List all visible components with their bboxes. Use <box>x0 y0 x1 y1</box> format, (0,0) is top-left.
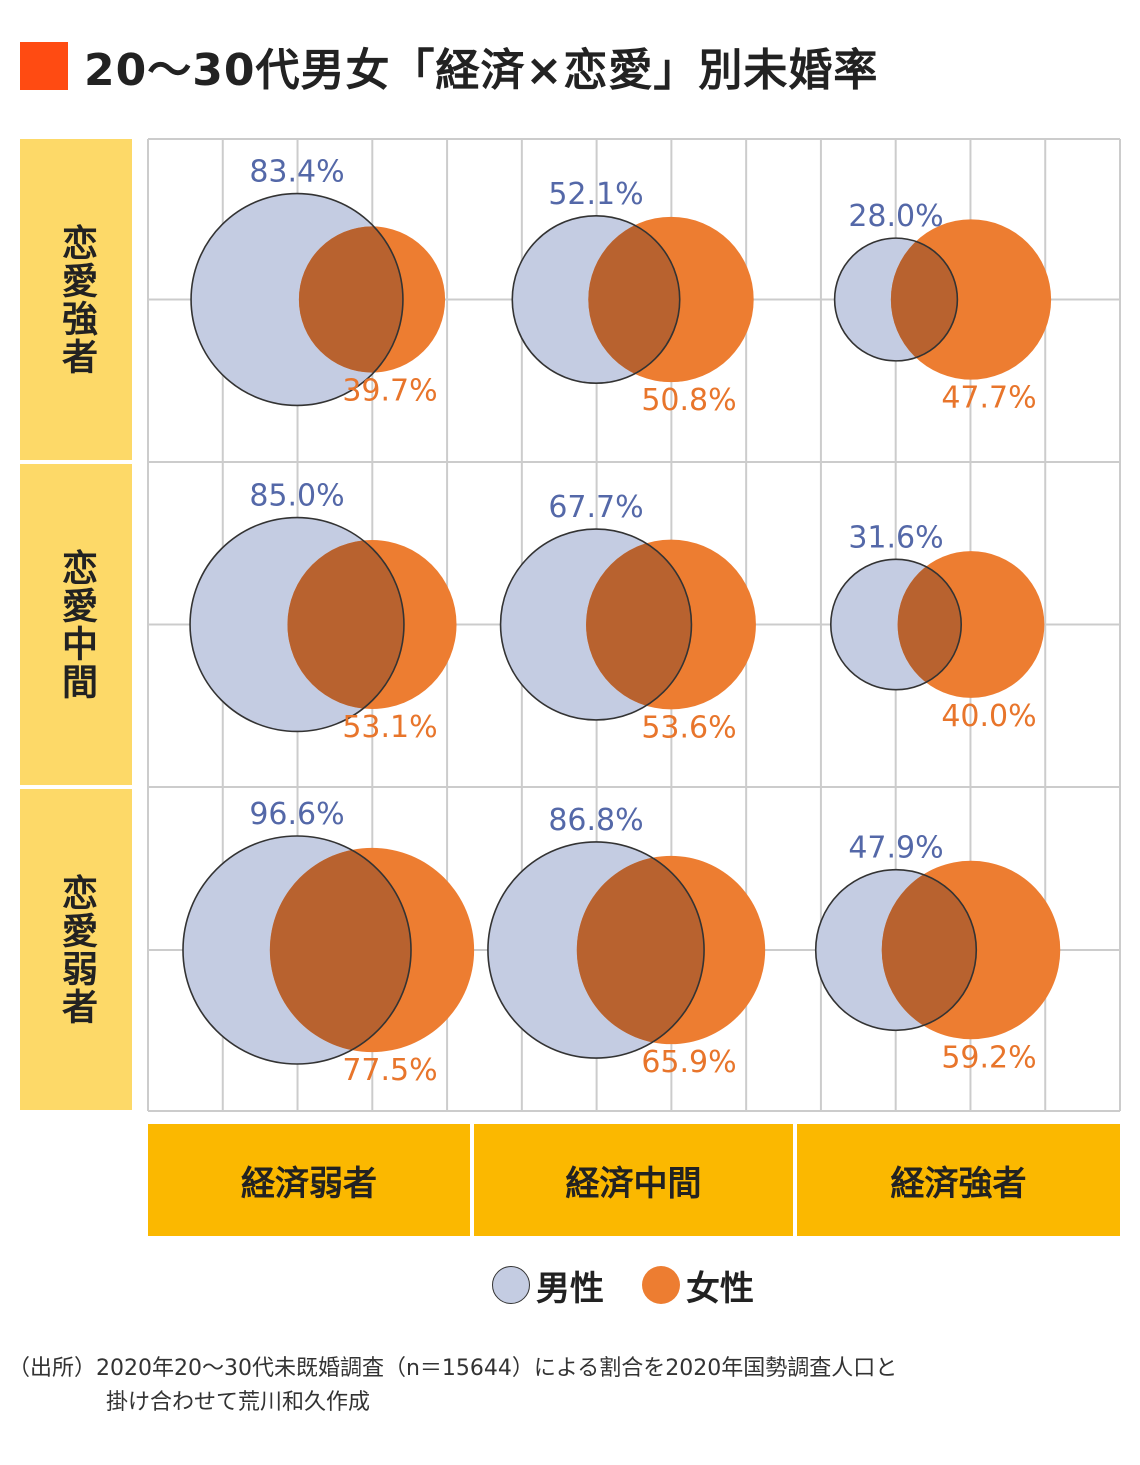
row-label-love-weak: 恋愛弱者 <box>20 789 132 1110</box>
col-label-econ-weak: 経済弱者 <box>148 1124 470 1236</box>
male-value-label: 28.0% <box>848 199 943 234</box>
overlap-region <box>890 238 958 361</box>
chart-title: 20～30代男女「経済×恋愛」別未婚率 <box>84 45 879 96</box>
female-value-label: 59.2% <box>941 1040 1036 1075</box>
female-value-label: 53.1% <box>342 710 437 745</box>
circle-icon <box>642 1266 680 1304</box>
male-value-label: 96.6% <box>249 797 344 832</box>
female-value-label: 65.9% <box>641 1045 736 1080</box>
male-bubble-outline <box>499 528 693 721</box>
overlap-region <box>576 855 705 1045</box>
male-bubble-outline <box>487 841 705 1059</box>
bubbles <box>182 192 1061 1065</box>
col-label-econ-strong: 経済強者 <box>797 1124 1120 1236</box>
value-labels: 83.4% 39.7% 52.1% 50.8% 28.0% 47.7% 85.0% 53.1%… <box>249 155 1036 1089</box>
male-value-label: 52.1% <box>548 177 643 212</box>
legend-item-male: 男性 <box>492 1261 604 1310</box>
legend-item-female: 女性 <box>642 1261 754 1310</box>
source-note: （出所）2020年20～30代未既婚調査（n＝15644）による割合を2020年… <box>8 1352 1133 1420</box>
overlap-region <box>287 539 404 710</box>
row-label-text: 恋愛弱者 <box>56 873 97 1026</box>
legend-label: 女性 <box>686 1268 754 1309</box>
male-bubble-outline <box>829 558 963 691</box>
overlap-region <box>881 869 977 1031</box>
female-value-label: 40.0% <box>941 699 1036 734</box>
overlap-region <box>298 226 403 373</box>
female-value-label: 77.5% <box>342 1053 437 1088</box>
source-line-1: （出所）2020年20～30代未既婚調査（n＝15644）による割合を2020年… <box>8 1356 898 1381</box>
male-bubble-outline <box>511 214 681 385</box>
legend: 男性 女性 <box>492 1264 792 1309</box>
overlap-region <box>588 216 680 383</box>
row-label-text: 恋愛中間 <box>56 548 97 701</box>
male-bubble-outline <box>189 516 405 733</box>
male-bubble-outline <box>190 192 404 407</box>
circle-icon <box>492 1266 530 1304</box>
male-value-label: 31.6% <box>848 520 943 555</box>
title-marker-square <box>20 42 68 90</box>
row-label-love-middle: 恋愛中間 <box>20 464 132 785</box>
row-label-love-strong: 恋愛強者 <box>20 139 132 460</box>
col-label-econ-middle: 経済中間 <box>474 1124 793 1236</box>
male-value-label: 67.7% <box>548 490 643 525</box>
female-value-label: 53.6% <box>641 710 736 745</box>
male-value-label: 47.9% <box>848 831 943 866</box>
male-value-label: 86.8% <box>548 803 643 838</box>
overlap-region <box>269 847 412 1053</box>
row-label-text: 恋愛強者 <box>56 223 97 376</box>
chart-title-block: 20～30代男女「経済×恋愛」別未婚率 <box>20 38 878 96</box>
male-bubble-outline <box>833 237 959 362</box>
overlap-region <box>897 559 962 690</box>
legend-label: 男性 <box>536 1268 604 1309</box>
male-bubble-outline <box>814 868 978 1032</box>
female-value-label: 47.7% <box>941 381 1036 416</box>
source-line-2: 掛け合わせて荒川和久作成 <box>106 1390 371 1415</box>
female-value-label: 39.7% <box>342 374 437 409</box>
female-value-label: 50.8% <box>641 383 736 418</box>
male-value-label: 83.4% <box>249 155 344 190</box>
male-value-label: 85.0% <box>249 479 344 514</box>
overlap-region <box>586 539 692 710</box>
male-bubble-outline <box>182 835 412 1065</box>
